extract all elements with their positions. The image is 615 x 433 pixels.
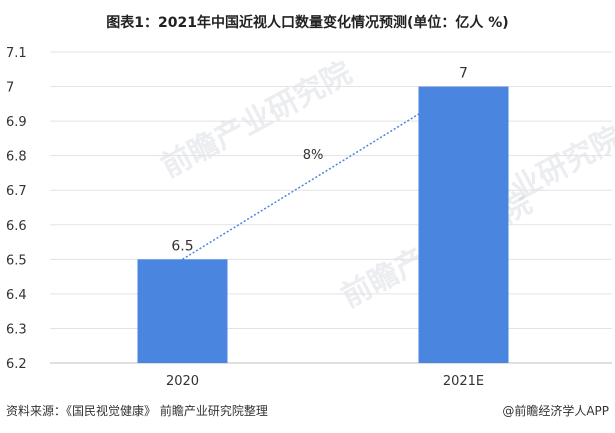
y-tick-layer: 6.2 6.3 6.4 6.5 6.6 6.7 6.8 6.9 7 7.1 — [6, 46, 27, 372]
bar-2021E — [418, 86, 509, 364]
data-label: 7 — [459, 66, 468, 82]
label-layer: 6.5 2020 7 2021E — [166, 66, 484, 389]
trend-annotation: 8% — [303, 148, 324, 163]
trend-layer: 8% — [182, 110, 424, 260]
chart-title: 图表1：2021年中国近视人口数量变化情况预测(单位：亿人 %) — [106, 15, 509, 31]
source-note: 资料来源：《国民视觉健康》 前瞻产业研究院整理 — [6, 404, 268, 418]
bar-2020 — [137, 259, 228, 363]
y-tick-label: 7.1 — [6, 46, 27, 61]
grid-layer — [50, 51, 612, 364]
y-tick-label: 6.4 — [6, 288, 27, 303]
y-tick-label: 7 — [6, 81, 14, 96]
y-tick-label: 6.8 — [6, 150, 27, 165]
y-tick-label: 6.5 — [6, 253, 27, 268]
y-tick-label: 6.6 — [6, 219, 27, 234]
y-tick-label: 6.3 — [6, 322, 27, 337]
data-label: 6.5 — [171, 238, 193, 254]
credit-note: @前瞻经济学人APP — [502, 404, 609, 418]
x-tick-label: 2021E — [443, 374, 484, 389]
y-tick-label: 6.9 — [6, 115, 27, 130]
trend-line — [182, 110, 424, 260]
bar-layer — [137, 86, 509, 364]
y-tick-label: 6.2 — [6, 357, 27, 372]
x-tick-label: 2020 — [166, 374, 199, 389]
y-tick-label: 6.7 — [6, 184, 27, 199]
